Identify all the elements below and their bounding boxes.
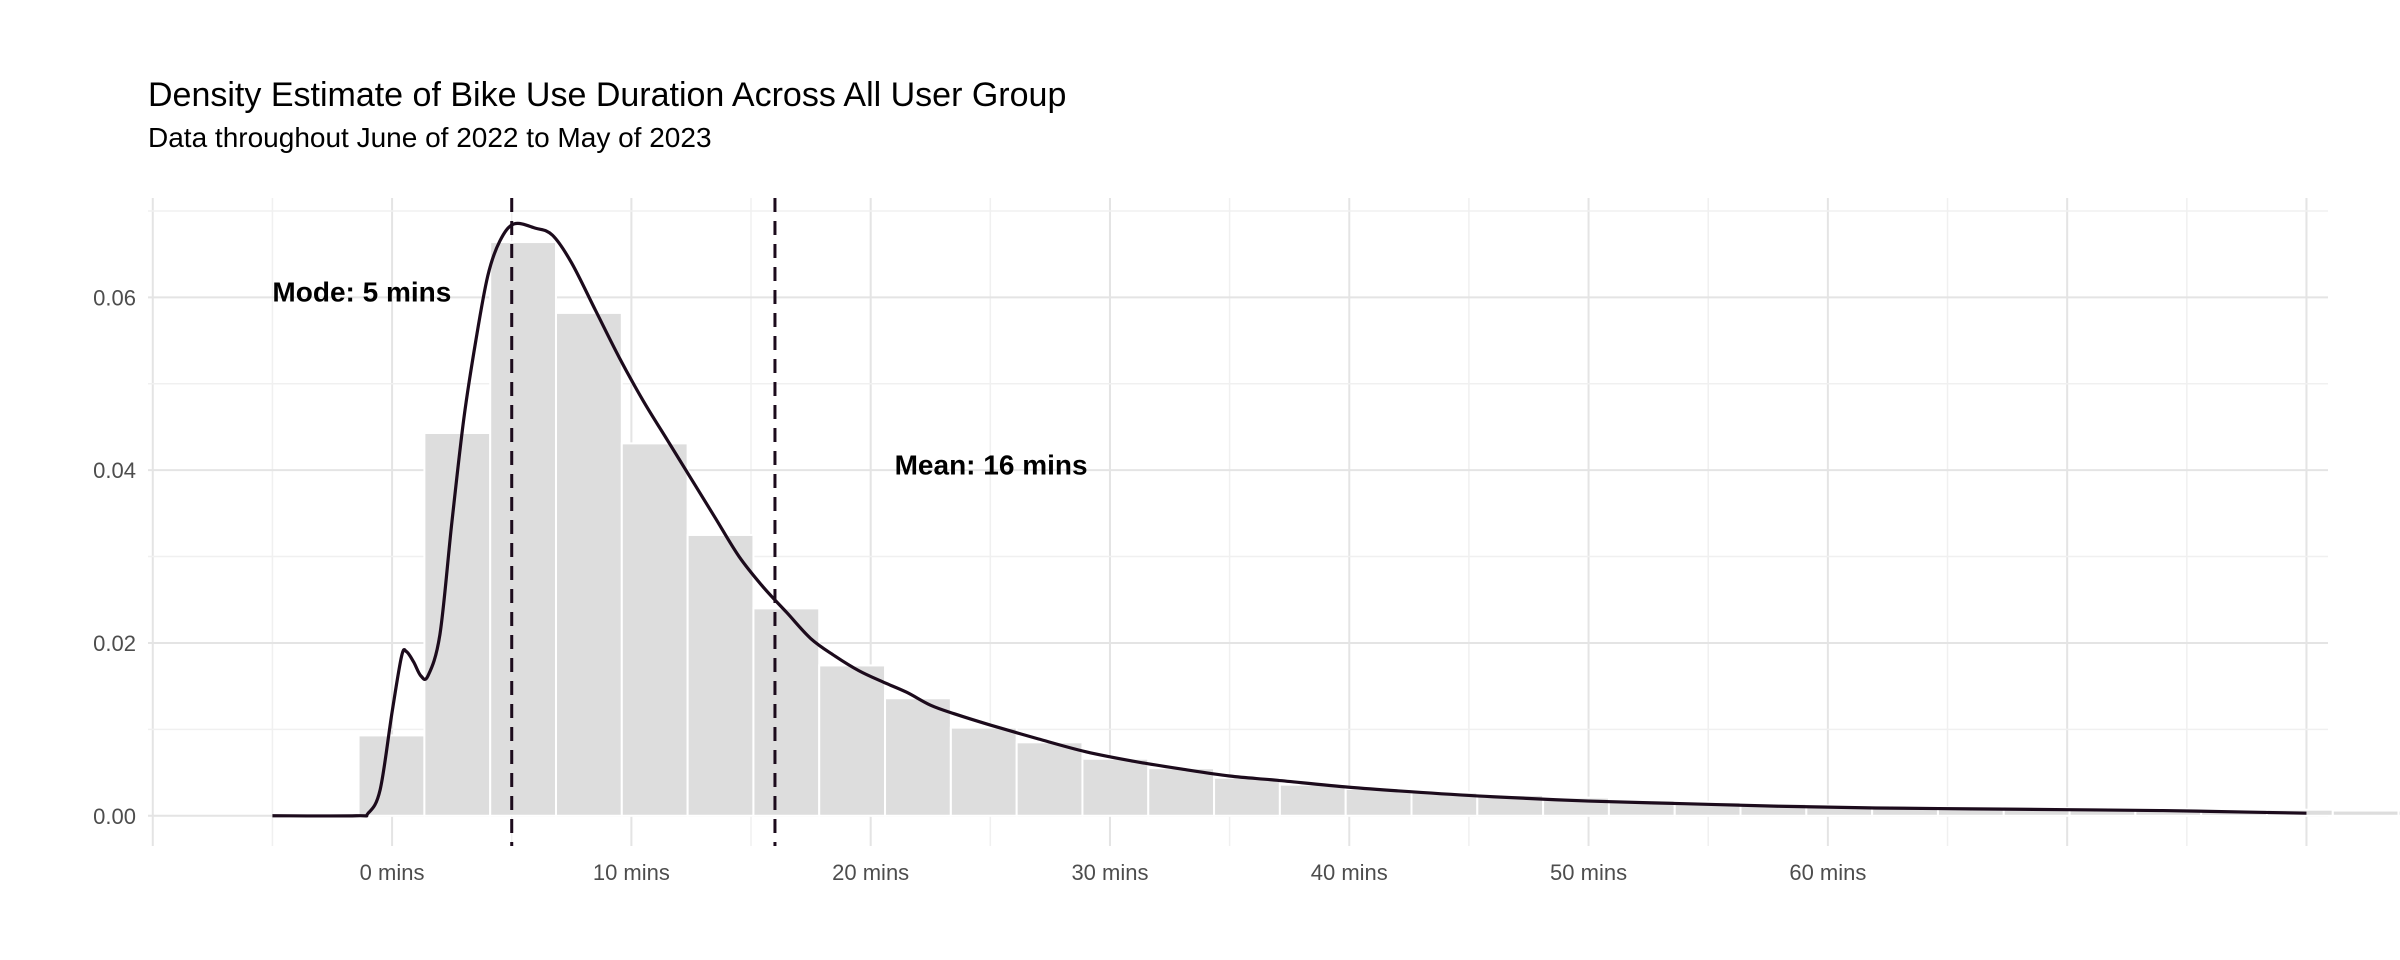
x-tick-label: 60 mins: [1789, 860, 1866, 885]
histogram-bar: [1344, 787, 1413, 817]
histogram-bar: [620, 442, 689, 817]
chart-subtitle: Data throughout June of 2022 to May of 2…: [148, 122, 712, 153]
histogram-bar: [423, 432, 492, 817]
x-tick-label: 20 mins: [832, 860, 909, 885]
density-curve: [272, 221, 2307, 818]
x-tick-label: 50 mins: [1550, 860, 1627, 885]
histogram-bar: [1015, 741, 1084, 817]
histogram-bar: [555, 311, 623, 817]
x-tick-label: 10 mins: [593, 860, 670, 885]
histogram-bar: [1081, 757, 1150, 817]
annotation-label: Mode: 5 mins: [272, 277, 451, 308]
histogram-bar: [357, 734, 426, 817]
reference-lines: [510, 198, 777, 846]
histogram-bar: [1213, 776, 1281, 817]
y-tick-label: 0.06: [93, 285, 136, 310]
y-tick-label: 0.04: [93, 458, 136, 483]
annotation-label: Mean: 16 mins: [895, 449, 1088, 480]
histogram-bar: [2331, 809, 2400, 817]
histogram-bar: [1147, 767, 1216, 817]
y-tick-label: 0.00: [93, 804, 136, 829]
annotations: Mode: 5 mins Mean: 16 mins: [272, 277, 1087, 481]
tick-labels: 0 mins 10 mins 20 mins 30 mins 40 mins 50 min…: [93, 285, 1866, 885]
histogram-bar: [884, 697, 952, 817]
chart-title: Density Estimate of Bike Use Duration Ac…: [148, 76, 1067, 114]
histogram-bar: [2397, 809, 2400, 817]
x-tick-label: 30 mins: [1071, 860, 1148, 885]
histogram-bar: [818, 664, 887, 817]
histogram-bar: [686, 533, 755, 817]
y-tick-label: 0.02: [93, 631, 136, 656]
density-curve-layer: [272, 221, 2307, 818]
x-tick-label: 40 mins: [1311, 860, 1388, 885]
histogram-bar: [949, 726, 1018, 817]
histogram-bar: [752, 607, 821, 817]
histogram-bars: [357, 241, 2400, 817]
histogram-bar: [489, 241, 558, 817]
histogram-bar: [1278, 783, 1347, 817]
x-tick-label: 0 mins: [360, 860, 425, 885]
